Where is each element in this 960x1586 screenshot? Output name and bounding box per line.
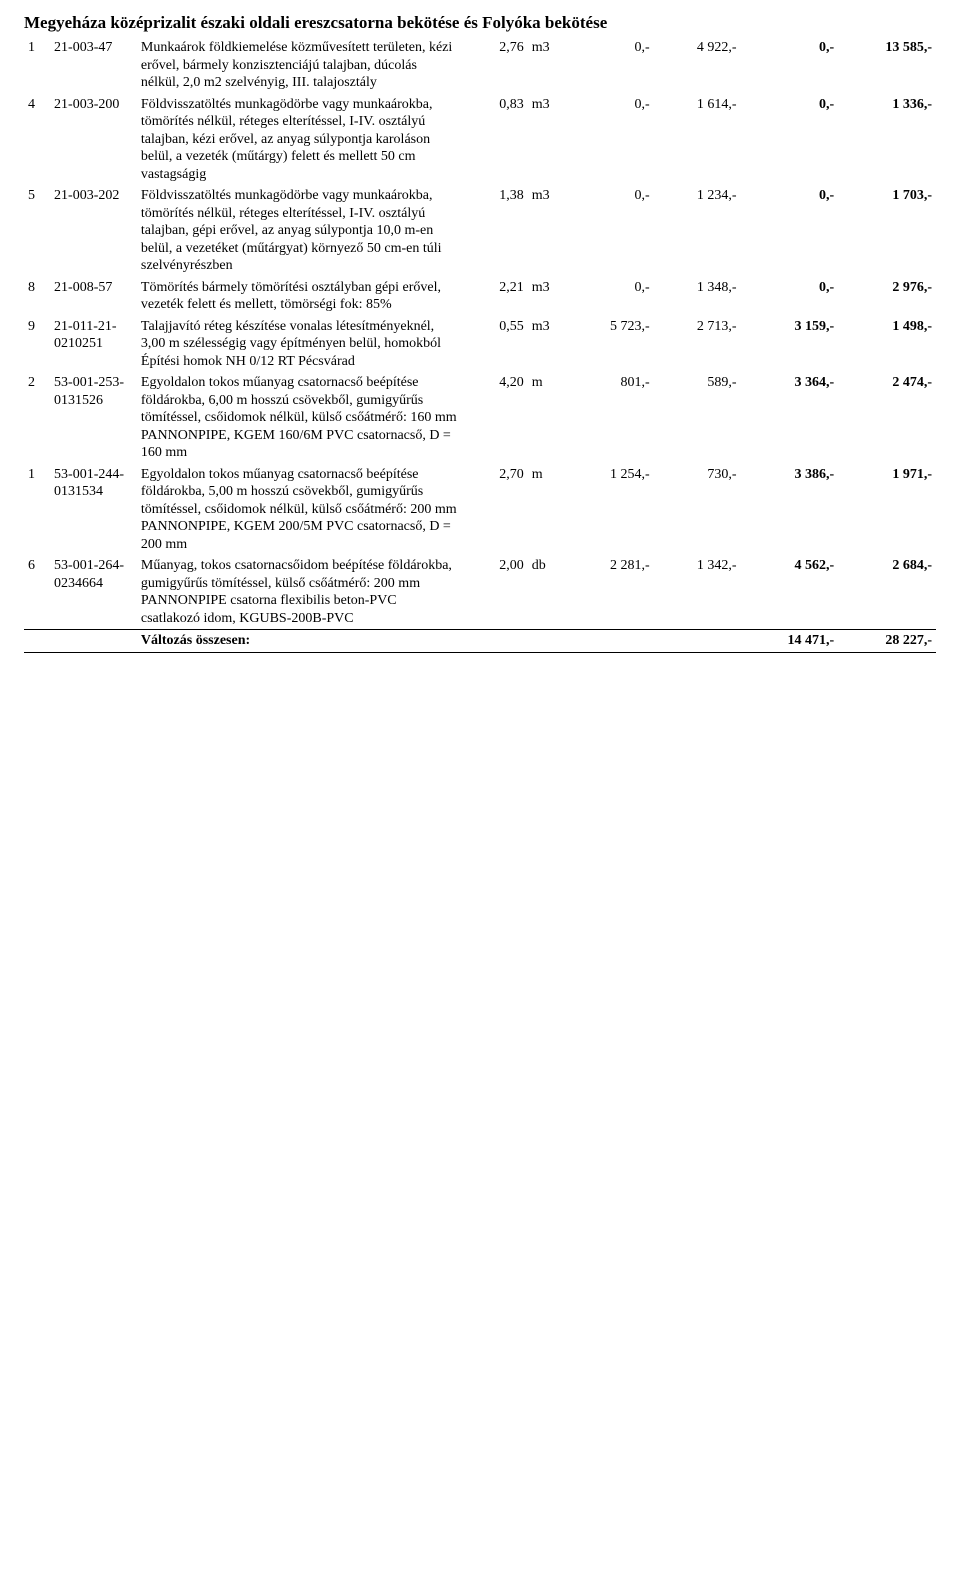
item-number: 6 <box>24 555 50 630</box>
item-unitprice-2: 1 234,- <box>654 185 741 277</box>
item-total-2: 2 976,- <box>838 277 936 316</box>
item-unitprice-2: 589,- <box>654 372 741 464</box>
item-number: 1 <box>24 37 50 94</box>
item-row: 521-003-202Földvisszatöltés munkagödörbe… <box>24 185 936 277</box>
item-unitprice-1: 0,- <box>567 277 654 316</box>
item-unitprice-1: 801,- <box>567 372 654 464</box>
summary-row: Változás összesen: 14 471,- 28 227,- <box>24 630 936 653</box>
item-unitprice-1: 5 723,- <box>567 316 654 373</box>
item-row: 421-003-200Földvisszatöltés munkagödörbe… <box>24 94 936 186</box>
item-total-2: 2 684,- <box>838 555 936 630</box>
item-unitprice-1: 2 281,- <box>567 555 654 630</box>
item-unitprice-2: 1 348,- <box>654 277 741 316</box>
item-description: Tömörítés bármely tömörítési osztályban … <box>137 277 463 316</box>
summary-total-1: 14 471,- <box>741 630 839 653</box>
item-code: 21-011-21-0210251 <box>50 316 137 373</box>
item-unit: m3 <box>528 94 567 186</box>
item-number: 9 <box>24 316 50 373</box>
item-qty: 0,55 <box>463 316 528 373</box>
item-code: 53-001-264-0234664 <box>50 555 137 630</box>
item-code: 21-003-47 <box>50 37 137 94</box>
item-total-2: 13 585,- <box>838 37 936 94</box>
item-row: 253-001-253-0131526Egyoldalon tokos műan… <box>24 372 936 464</box>
item-total-1: 3 386,- <box>741 464 839 556</box>
item-unitprice-2: 730,- <box>654 464 741 556</box>
item-unit: db <box>528 555 567 630</box>
item-total-1: 3 364,- <box>741 372 839 464</box>
item-qty: 2,00 <box>463 555 528 630</box>
summary-total-2: 28 227,- <box>838 630 936 653</box>
item-code: 53-001-253-0131526 <box>50 372 137 464</box>
item-code: 21-003-202 <box>50 185 137 277</box>
item-unit: m3 <box>528 277 567 316</box>
item-row: 121-003-47Munkaárok földkiemelése közműv… <box>24 37 936 94</box>
item-number: 5 <box>24 185 50 277</box>
item-row: 153-001-244-0131534Egyoldalon tokos műan… <box>24 464 936 556</box>
item-number: 2 <box>24 372 50 464</box>
item-unitprice-1: 0,- <box>567 185 654 277</box>
item-qty: 2,70 <box>463 464 528 556</box>
item-row: 921-011-21-0210251Talajjavító réteg kész… <box>24 316 936 373</box>
item-unit: m3 <box>528 37 567 94</box>
item-qty: 2,21 <box>463 277 528 316</box>
item-unit: m <box>528 372 567 464</box>
item-total-2: 1 498,- <box>838 316 936 373</box>
item-unitprice-2: 4 922,- <box>654 37 741 94</box>
item-qty: 1,38 <box>463 185 528 277</box>
item-code: 53-001-244-0131534 <box>50 464 137 556</box>
item-description: Földvisszatöltés munkagödörbe vagy munka… <box>137 94 463 186</box>
item-total-2: 2 474,- <box>838 372 936 464</box>
item-number: 8 <box>24 277 50 316</box>
item-unitprice-2: 1 342,- <box>654 555 741 630</box>
items-table: 121-003-47Munkaárok földkiemelése közműv… <box>24 37 936 653</box>
item-qty: 4,20 <box>463 372 528 464</box>
item-number: 4 <box>24 94 50 186</box>
item-code: 21-008-57 <box>50 277 137 316</box>
page-title: Megyeháza középrizalit északi oldali ere… <box>24 12 936 33</box>
item-description: Munkaárok földkiemelése közművesített te… <box>137 37 463 94</box>
item-unitprice-1: 0,- <box>567 94 654 186</box>
item-description: Műanyag, tokos csatornacsőidom beépítése… <box>137 555 463 630</box>
item-unit: m3 <box>528 316 567 373</box>
item-unitprice-1: 0,- <box>567 37 654 94</box>
item-total-1: 0,- <box>741 277 839 316</box>
summary-label: Változás összesen: <box>137 630 463 653</box>
item-total-2: 1 703,- <box>838 185 936 277</box>
item-total-2: 1 336,- <box>838 94 936 186</box>
item-description: Egyoldalon tokos műanyag csatornacső beé… <box>137 464 463 556</box>
item-number: 1 <box>24 464 50 556</box>
item-row: 821-008-57Tömörítés bármely tömörítési o… <box>24 277 936 316</box>
item-unit: m3 <box>528 185 567 277</box>
item-total-1: 0,- <box>741 37 839 94</box>
item-unitprice-2: 2 713,- <box>654 316 741 373</box>
item-total-1: 4 562,- <box>741 555 839 630</box>
item-total-2: 1 971,- <box>838 464 936 556</box>
item-code: 21-003-200 <box>50 94 137 186</box>
item-row: 653-001-264-0234664Műanyag, tokos csator… <box>24 555 936 630</box>
item-total-1: 3 159,- <box>741 316 839 373</box>
item-description: Egyoldalon tokos műanyag csatornacső beé… <box>137 372 463 464</box>
item-unit: m <box>528 464 567 556</box>
item-description: Földvisszatöltés munkagödörbe vagy munka… <box>137 185 463 277</box>
item-unitprice-1: 1 254,- <box>567 464 654 556</box>
item-description: Talajjavító réteg készítése vonalas léte… <box>137 316 463 373</box>
item-total-1: 0,- <box>741 185 839 277</box>
item-qty: 2,76 <box>463 37 528 94</box>
item-total-1: 0,- <box>741 94 839 186</box>
item-qty: 0,83 <box>463 94 528 186</box>
item-unitprice-2: 1 614,- <box>654 94 741 186</box>
